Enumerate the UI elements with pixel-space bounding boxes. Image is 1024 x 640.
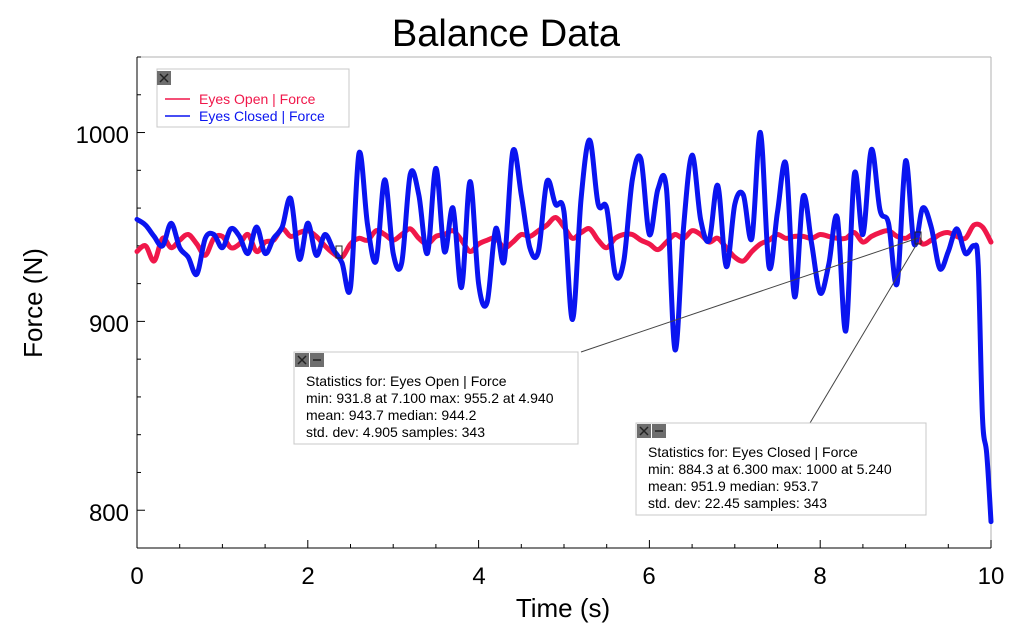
stats-box-frame bbox=[635, 422, 927, 516]
stats-line: std. dev: 22.45 samples: 343 bbox=[648, 495, 827, 511]
chart-title: Balance Data bbox=[392, 13, 621, 55]
x-axis-label: Time (s) bbox=[516, 593, 610, 623]
close-icon[interactable] bbox=[295, 353, 309, 367]
x-tick-label: 10 bbox=[978, 563, 1005, 590]
legend-label-eyes-closed: Eyes Closed | Force bbox=[199, 108, 325, 124]
close-icon[interactable] bbox=[637, 424, 651, 438]
stats-line: mean: 951.9 median: 953.7 bbox=[648, 478, 819, 494]
axis-ticks bbox=[136, 56, 992, 549]
close-icon[interactable] bbox=[157, 71, 171, 85]
stats-line: mean: 943.7 median: 944.2 bbox=[306, 407, 477, 423]
minimize-icon[interactable] bbox=[652, 424, 666, 438]
y-tick-label: 900 bbox=[89, 311, 129, 338]
stats-line: min: 931.8 at 7.100 max: 955.2 at 4.940 bbox=[306, 390, 554, 406]
x-tick-label: 4 bbox=[472, 563, 485, 590]
legend-box bbox=[156, 68, 350, 128]
series-line-eyes-closed bbox=[134, 129, 994, 525]
x-tick-label: 2 bbox=[301, 563, 314, 590]
y-axis-label: Force (N) bbox=[18, 248, 48, 358]
stats-leader-lines bbox=[335, 231, 922, 424]
x-tick-label: 8 bbox=[813, 563, 826, 590]
stats-line: min: 884.3 at 6.300 max: 1000 at 5.240 bbox=[648, 461, 892, 477]
stats-box-frame bbox=[293, 351, 579, 445]
stats-line: Statistics for: Eyes Closed | Force bbox=[648, 444, 858, 460]
legend-label-eyes-open: Eyes Open | Force bbox=[199, 91, 316, 107]
legend: Eyes Open | Force Eyes Closed | Force bbox=[156, 68, 350, 128]
y-tick-labels: 800 900 1000 bbox=[76, 122, 129, 527]
x-tick-labels: 0 2 4 6 8 10 bbox=[130, 563, 1004, 590]
minimize-icon[interactable] bbox=[310, 353, 324, 367]
x-tick-label: 0 bbox=[130, 563, 143, 590]
stats-line: std. dev: 4.905 samples: 343 bbox=[306, 424, 485, 440]
y-tick-label: 800 bbox=[89, 500, 129, 527]
x-tick-label: 6 bbox=[642, 563, 655, 590]
y-tick-label: 1000 bbox=[76, 122, 129, 149]
stats-box-eyes-closed: Statistics for: Eyes Closed | Force min:… bbox=[635, 422, 927, 516]
stats-box-eyes-open: Statistics for: Eyes Open | Force min: 9… bbox=[293, 351, 579, 445]
stats-line: Statistics for: Eyes Open | Force bbox=[306, 373, 507, 389]
